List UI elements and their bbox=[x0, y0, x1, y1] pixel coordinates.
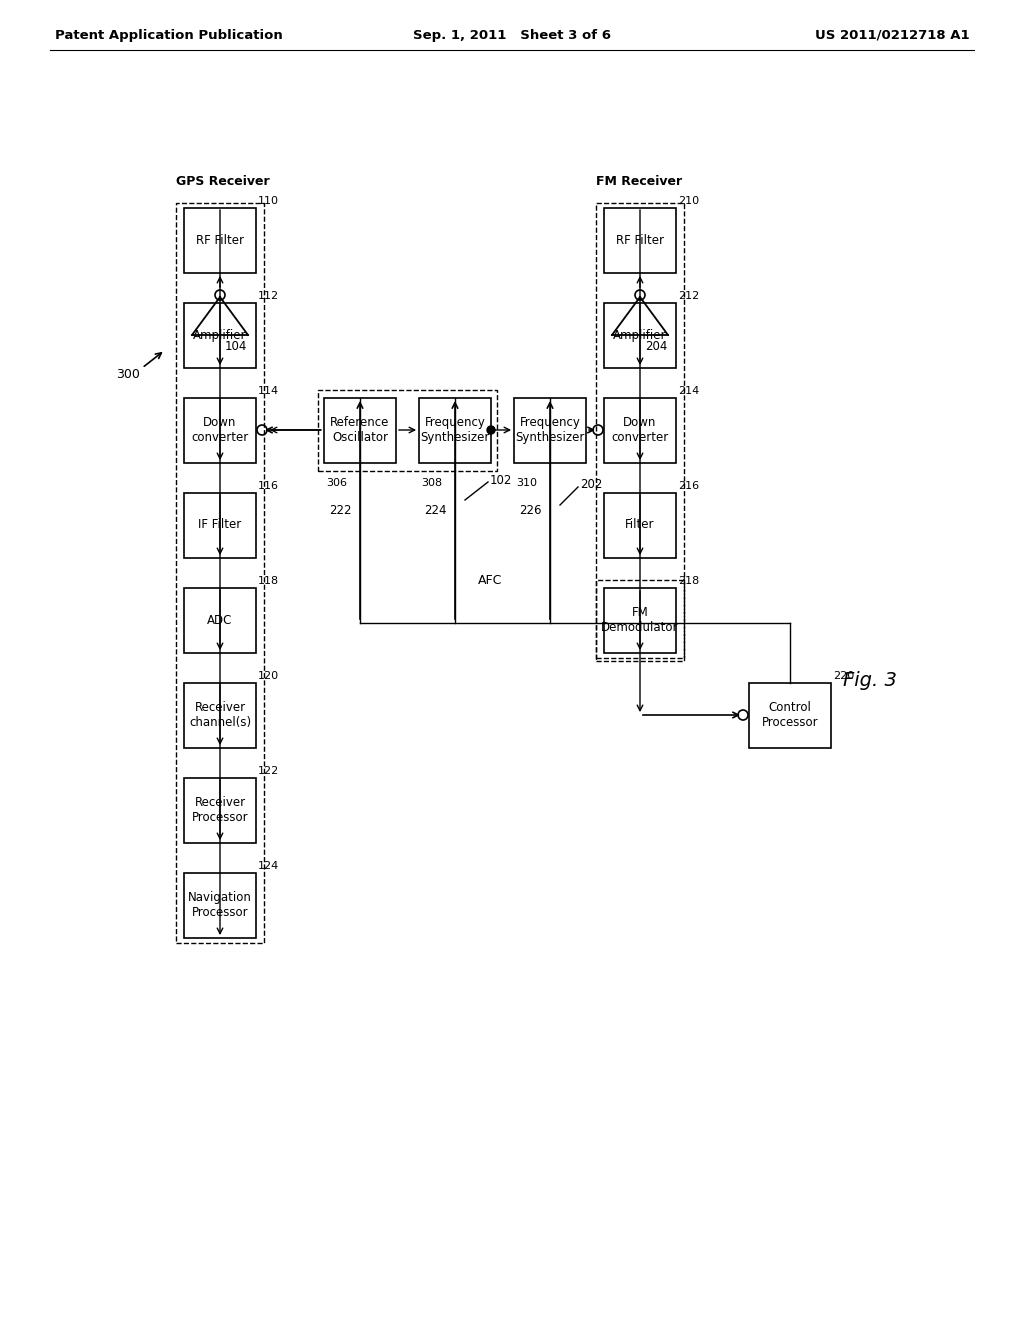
Bar bbox=[184, 492, 256, 557]
Bar bbox=[604, 302, 676, 367]
Bar bbox=[184, 302, 256, 367]
Bar bbox=[318, 389, 497, 470]
Bar bbox=[604, 207, 676, 272]
Text: FM
Demodulator: FM Demodulator bbox=[601, 606, 679, 634]
Bar bbox=[184, 873, 256, 937]
Bar bbox=[514, 397, 586, 462]
Text: 110: 110 bbox=[258, 195, 279, 206]
Bar bbox=[184, 682, 256, 747]
Text: Amplifier: Amplifier bbox=[613, 329, 667, 342]
Text: 214: 214 bbox=[678, 385, 699, 396]
Bar bbox=[176, 202, 264, 942]
Text: Frequency
Synthesizer: Frequency Synthesizer bbox=[515, 416, 585, 444]
Text: ADC: ADC bbox=[207, 614, 232, 627]
Text: FM Receiver: FM Receiver bbox=[596, 176, 682, 187]
Text: GPS Receiver: GPS Receiver bbox=[176, 176, 269, 187]
Text: 202: 202 bbox=[580, 479, 602, 491]
Text: 310: 310 bbox=[516, 478, 537, 488]
Text: Sep. 1, 2011   Sheet 3 of 6: Sep. 1, 2011 Sheet 3 of 6 bbox=[413, 29, 611, 41]
Text: RF Filter: RF Filter bbox=[196, 234, 244, 247]
Text: 104: 104 bbox=[225, 341, 248, 352]
Bar bbox=[184, 397, 256, 462]
Bar bbox=[324, 397, 396, 462]
Circle shape bbox=[487, 426, 495, 434]
Text: 124: 124 bbox=[258, 861, 280, 871]
Text: Filter: Filter bbox=[626, 519, 654, 532]
Bar bbox=[604, 587, 676, 652]
Text: 216: 216 bbox=[678, 480, 699, 491]
Text: 300: 300 bbox=[116, 368, 140, 381]
Bar bbox=[596, 202, 684, 657]
Text: 116: 116 bbox=[258, 480, 279, 491]
Text: 226: 226 bbox=[519, 504, 542, 517]
Text: Down
converter: Down converter bbox=[191, 416, 249, 444]
Text: 222: 222 bbox=[330, 504, 352, 517]
Text: Receiver
Processor: Receiver Processor bbox=[191, 796, 248, 824]
Text: 220: 220 bbox=[833, 671, 854, 681]
Text: 102: 102 bbox=[490, 474, 512, 487]
Text: Down
converter: Down converter bbox=[611, 416, 669, 444]
Text: Navigation
Processor: Navigation Processor bbox=[188, 891, 252, 919]
Text: Amplifier: Amplifier bbox=[194, 329, 247, 342]
Bar bbox=[184, 587, 256, 652]
Text: 112: 112 bbox=[258, 290, 280, 301]
Bar bbox=[596, 579, 684, 660]
Text: AFC: AFC bbox=[478, 573, 502, 586]
Text: Reference
Oscillator: Reference Oscillator bbox=[331, 416, 390, 444]
Text: 204: 204 bbox=[645, 341, 668, 352]
Text: Patent Application Publication: Patent Application Publication bbox=[55, 29, 283, 41]
Bar bbox=[604, 492, 676, 557]
Bar bbox=[604, 397, 676, 462]
Text: 224: 224 bbox=[425, 504, 447, 517]
Text: Receiver
channel(s): Receiver channel(s) bbox=[189, 701, 251, 729]
Text: IF Filter: IF Filter bbox=[199, 519, 242, 532]
Text: Frequency
Synthesizer: Frequency Synthesizer bbox=[420, 416, 489, 444]
Text: 114: 114 bbox=[258, 385, 280, 396]
Bar bbox=[419, 397, 490, 462]
Text: US 2011/0212718 A1: US 2011/0212718 A1 bbox=[815, 29, 970, 41]
Text: 308: 308 bbox=[421, 478, 442, 488]
Bar bbox=[749, 682, 831, 747]
Text: Fig. 3: Fig. 3 bbox=[843, 671, 897, 689]
Bar bbox=[184, 207, 256, 272]
Text: 306: 306 bbox=[326, 478, 347, 488]
Text: RF Filter: RF Filter bbox=[616, 234, 664, 247]
Text: 212: 212 bbox=[678, 290, 699, 301]
Text: 118: 118 bbox=[258, 576, 280, 586]
Text: Control
Processor: Control Processor bbox=[762, 701, 818, 729]
Text: 122: 122 bbox=[258, 766, 280, 776]
Text: 210: 210 bbox=[678, 195, 699, 206]
Text: 120: 120 bbox=[258, 671, 280, 681]
Text: 218: 218 bbox=[678, 576, 699, 586]
Bar bbox=[184, 777, 256, 842]
